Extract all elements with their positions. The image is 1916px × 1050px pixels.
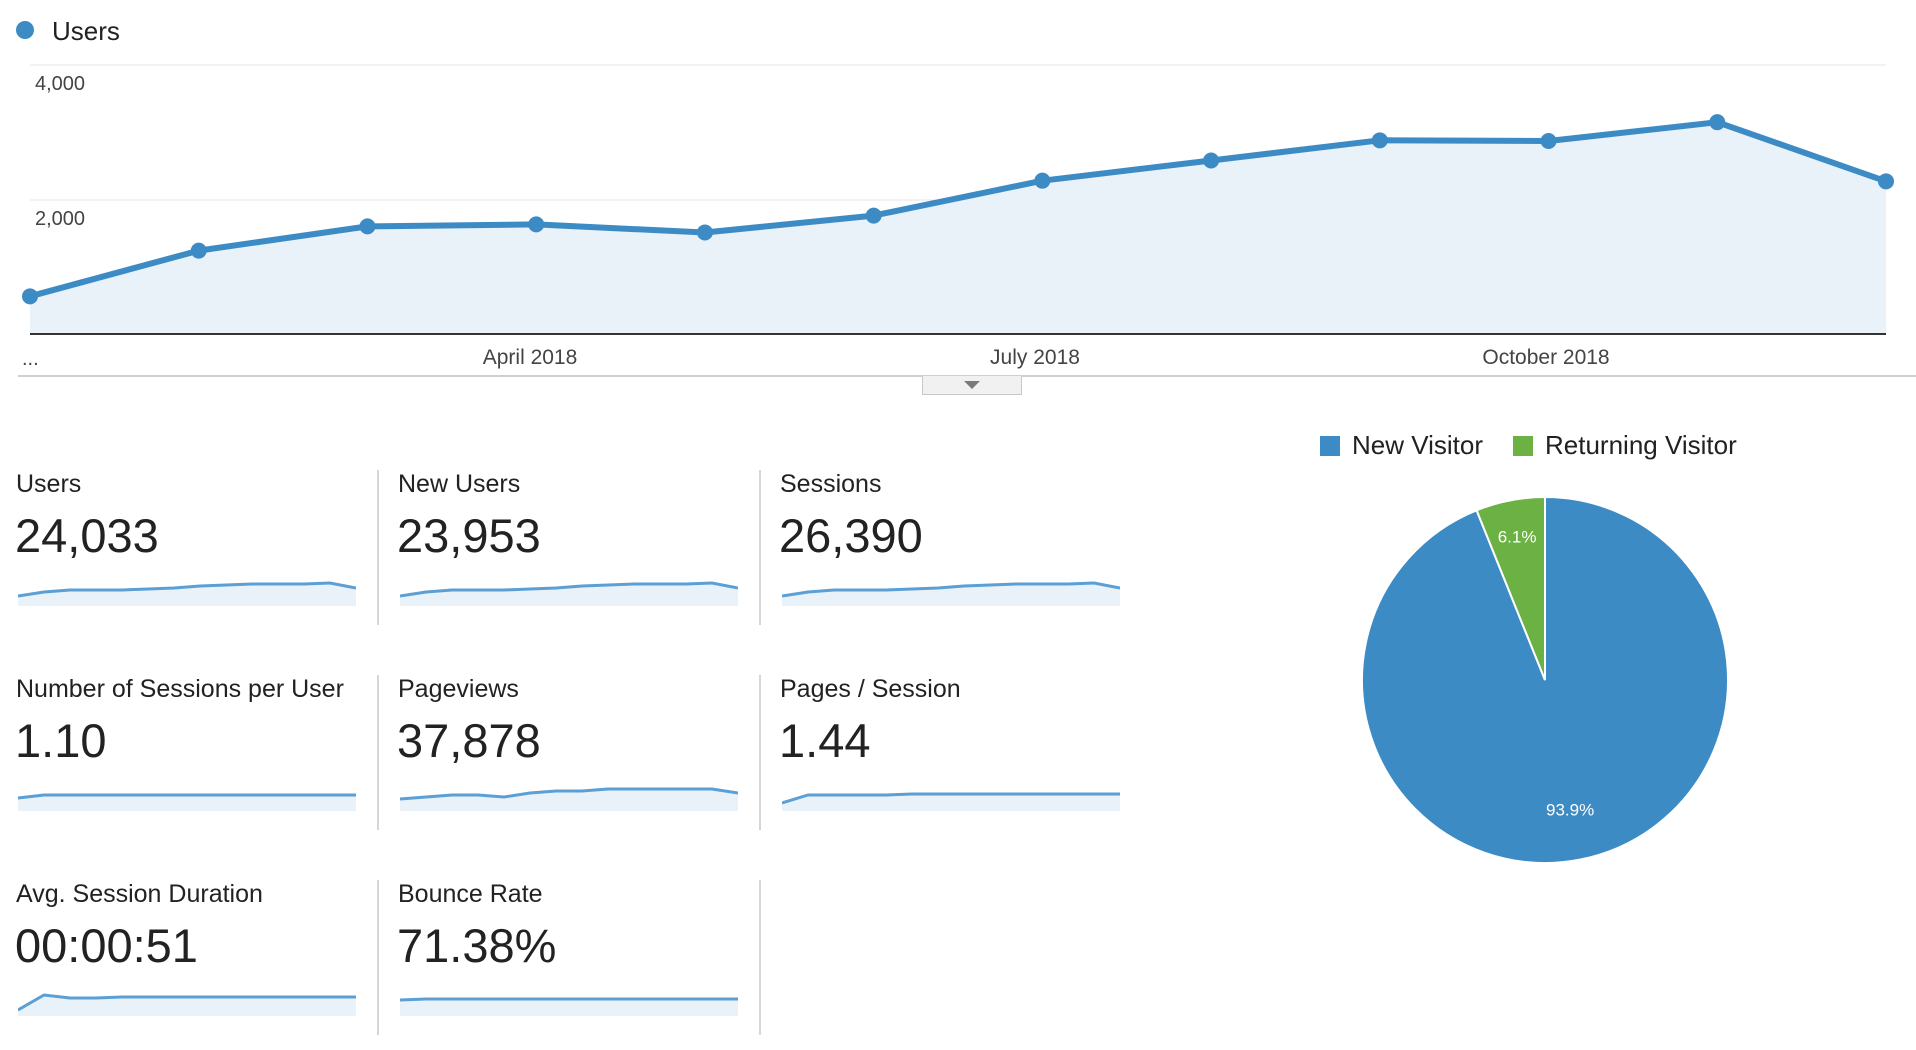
metric-card-pages-session[interactable]: Pages / Session 1.44 xyxy=(764,675,1146,830)
users-legend-label[interactable]: Users xyxy=(52,16,120,46)
x-label-july-2018: July 2018 xyxy=(990,346,1080,369)
users-point-2[interactable] xyxy=(359,218,376,235)
metric-card-sessions[interactable]: Sessions 26,390 xyxy=(764,470,1146,625)
pie-data-label: 6.1% xyxy=(1498,527,1537,546)
legend-new-visitor[interactable]: New Visitor xyxy=(1320,430,1483,461)
users-point-1[interactable] xyxy=(190,242,207,259)
metric-label: Bounce Rate xyxy=(398,880,543,908)
new-visitor-swatch xyxy=(1320,435,1340,456)
sparkline-area xyxy=(18,795,356,811)
metric-value: 1.44 xyxy=(779,714,871,767)
metric-sparkline xyxy=(18,993,356,1016)
sparkline-line xyxy=(400,581,738,598)
metric-card-pageviews[interactable]: Pageviews 37,878 xyxy=(382,675,764,830)
expand-chart-toggle[interactable] xyxy=(922,376,1022,395)
sparkline-line xyxy=(782,581,1120,598)
metric-sparkline xyxy=(400,997,738,1016)
metric-value: 37,878 xyxy=(397,714,541,767)
metric-divider xyxy=(759,880,761,1035)
metric-card-avg-session-duration[interactable]: Avg. Session Duration 00:00:51 xyxy=(0,880,382,1035)
sparkline-area xyxy=(400,789,738,811)
y-tick-4000: 4,000 xyxy=(35,73,85,95)
sparkline-area xyxy=(18,583,356,606)
users-line xyxy=(29,119,1887,300)
users-point-5[interactable] xyxy=(865,207,882,224)
users-point-6[interactable] xyxy=(1034,172,1051,189)
metric-label: New Users xyxy=(398,470,521,498)
x-label-start: ... xyxy=(22,348,39,370)
metric-card-bounce-rate[interactable]: Bounce Rate 71.38% xyxy=(382,880,764,1035)
visitor-pie-chart: 93.9% 6.1% xyxy=(1361,495,1729,864)
sparkline-line xyxy=(782,792,1120,805)
sparkline-area xyxy=(18,995,356,1016)
metric-divider xyxy=(759,470,761,625)
metric-label: Pageviews xyxy=(398,675,519,703)
x-label-april-2018: April 2018 xyxy=(483,346,578,369)
pie-slice-returning-visitor[interactable] xyxy=(1475,495,1546,681)
pie-data-label: 93.9% xyxy=(1546,800,1594,819)
metric-value: 26,390 xyxy=(779,509,923,562)
metric-value: 00:00:51 xyxy=(15,919,198,972)
sparkline-area xyxy=(400,583,738,606)
metric-card-users[interactable]: Users 24,033 xyxy=(0,470,382,625)
legend-returning-visitor[interactable]: Returning Visitor xyxy=(1513,430,1737,461)
metric-value: 1.10 xyxy=(15,714,107,767)
users-point-4[interactable] xyxy=(696,224,713,241)
metric-sparkline xyxy=(782,581,1120,606)
users-point-10[interactable] xyxy=(1709,114,1726,131)
chevron-down-icon xyxy=(964,381,980,389)
metric-value: 23,953 xyxy=(397,509,541,562)
users-area-fill xyxy=(30,122,1886,334)
metric-label: Sessions xyxy=(780,470,882,498)
metric-card-number-of-sessions-per-user[interactable]: Number of Sessions per User 1.10 xyxy=(0,675,382,830)
users-point-11[interactable] xyxy=(1878,173,1894,190)
sparkline-line xyxy=(18,581,356,598)
metric-sparkline xyxy=(782,792,1120,811)
metric-divider xyxy=(377,880,379,1035)
returning-visitor-swatch xyxy=(1513,435,1534,456)
pie-legend: New Visitor Returning Visitor xyxy=(1320,430,1737,461)
metric-card-new-users[interactable]: New Users 23,953 xyxy=(382,470,764,625)
metric-label: Avg. Session Duration xyxy=(16,880,263,908)
legend-new-visitor-label: New Visitor xyxy=(1352,430,1484,460)
sparkline-line xyxy=(400,787,738,801)
metric-value: 71.38% xyxy=(397,919,557,972)
metric-sparkline xyxy=(400,581,738,606)
users-line-chart: Users 4,000 2,000 ... April 2018 July 20… xyxy=(16,16,1916,377)
users-point-3[interactable] xyxy=(528,216,545,233)
metric-sparkline xyxy=(400,787,738,811)
users-point-7[interactable] xyxy=(1203,152,1220,169)
legend-returning-visitor-label: Returning Visitor xyxy=(1545,430,1737,460)
metric-divider xyxy=(759,675,761,830)
sparkline-area xyxy=(782,583,1120,606)
sparkline-line xyxy=(400,997,738,1002)
x-label-october-2018: October 2018 xyxy=(1482,346,1609,369)
users-point-0[interactable] xyxy=(22,288,38,305)
metric-label: Number of Sessions per User xyxy=(16,675,344,703)
sparkline-line xyxy=(18,793,356,800)
metric-label: Pages / Session xyxy=(780,675,961,703)
metric-value: 24,033 xyxy=(15,509,159,562)
users-data-points xyxy=(22,114,1894,305)
users-point-8[interactable] xyxy=(1371,132,1388,149)
metric-divider xyxy=(377,470,379,625)
users-point-9[interactable] xyxy=(1540,132,1557,149)
metric-sparkline xyxy=(18,793,356,811)
users-legend-icon xyxy=(16,21,34,39)
sparkline-area xyxy=(400,999,738,1016)
sparkline-area xyxy=(782,794,1120,811)
sparkline-line xyxy=(18,993,356,1012)
metric-label: Users xyxy=(16,470,82,498)
metric-sparkline xyxy=(18,581,356,606)
y-tick-2000: 2,000 xyxy=(35,208,85,230)
metric-divider xyxy=(377,675,379,830)
